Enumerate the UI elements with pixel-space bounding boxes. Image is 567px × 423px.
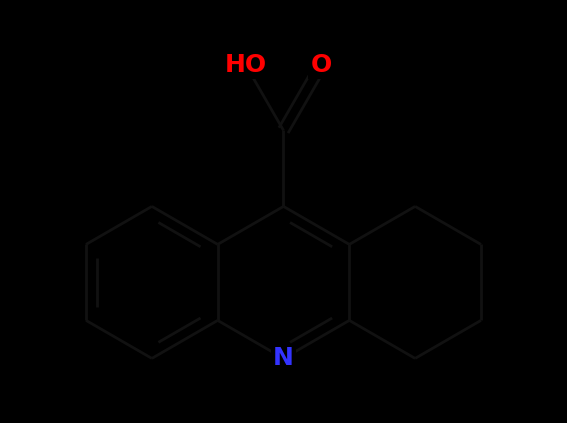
Text: O: O [311,52,332,77]
Text: N: N [273,346,294,371]
Text: HO: HO [225,52,266,77]
